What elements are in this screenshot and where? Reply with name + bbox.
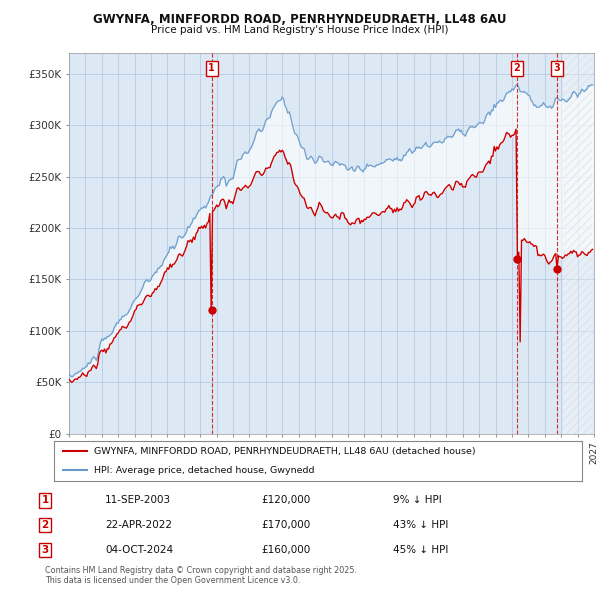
- Text: 1: 1: [208, 63, 215, 73]
- Text: £160,000: £160,000: [261, 545, 310, 555]
- Text: 43% ↓ HPI: 43% ↓ HPI: [393, 520, 448, 530]
- Text: GWYNFA, MINFFORDD ROAD, PENRHYNDEUDRAETH, LL48 6AU: GWYNFA, MINFFORDD ROAD, PENRHYNDEUDRAETH…: [93, 13, 507, 26]
- Text: 3: 3: [554, 63, 560, 73]
- Text: 22-APR-2022: 22-APR-2022: [105, 520, 172, 530]
- Text: HPI: Average price, detached house, Gwynedd: HPI: Average price, detached house, Gwyn…: [94, 466, 314, 475]
- Text: 9% ↓ HPI: 9% ↓ HPI: [393, 496, 442, 505]
- Text: 45% ↓ HPI: 45% ↓ HPI: [393, 545, 448, 555]
- Text: £170,000: £170,000: [261, 520, 310, 530]
- Text: £120,000: £120,000: [261, 496, 310, 505]
- Text: 04-OCT-2024: 04-OCT-2024: [105, 545, 173, 555]
- Text: 2: 2: [41, 520, 49, 530]
- Text: 1: 1: [41, 496, 49, 505]
- Text: 3: 3: [41, 545, 49, 555]
- Text: GWYNFA, MINFFORDD ROAD, PENRHYNDEUDRAETH, LL48 6AU (detached house): GWYNFA, MINFFORDD ROAD, PENRHYNDEUDRAETH…: [94, 447, 475, 455]
- Text: 2: 2: [514, 63, 520, 73]
- Text: Price paid vs. HM Land Registry's House Price Index (HPI): Price paid vs. HM Land Registry's House …: [151, 25, 449, 35]
- Text: 11-SEP-2003: 11-SEP-2003: [105, 496, 171, 505]
- Text: Contains HM Land Registry data © Crown copyright and database right 2025.
This d: Contains HM Land Registry data © Crown c…: [45, 566, 357, 585]
